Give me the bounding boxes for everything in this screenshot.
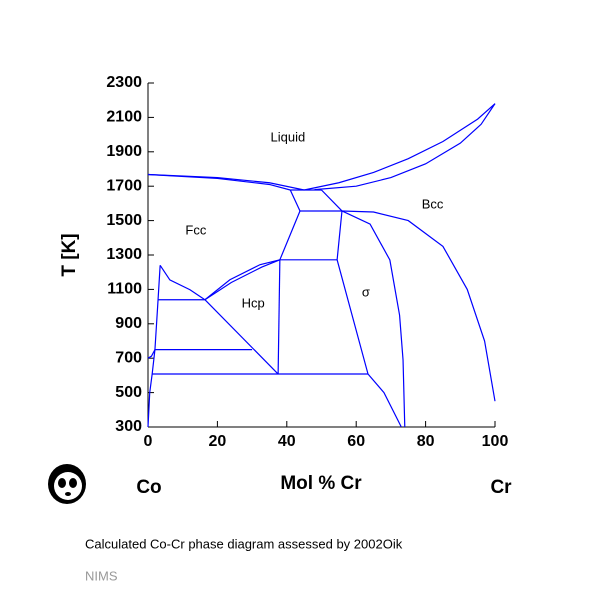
phase-boundary [204, 259, 281, 301]
y-tick-label: 1300 [106, 246, 142, 263]
source: NIMS [85, 568, 118, 583]
y-tick-label: 500 [115, 384, 142, 401]
phase-boundary [289, 189, 301, 212]
x-tick-label: 100 [482, 433, 509, 450]
phase-boundary [204, 299, 279, 375]
phase-boundary [367, 373, 402, 428]
caption: Calculated Co-Cr phase diagram assessed … [85, 536, 403, 551]
y-tick-label: 700 [115, 349, 142, 366]
x-tick-label: 60 [347, 433, 365, 450]
phase-boundary [147, 173, 291, 191]
phase-boundary [304, 103, 496, 191]
region-label: Hcp [242, 295, 265, 310]
y-tick-label: 300 [115, 418, 142, 435]
y-tick-label: 1900 [106, 143, 142, 160]
phase-boundary [279, 210, 301, 261]
x-tick-label: 80 [417, 433, 435, 450]
phase-boundary [321, 189, 343, 212]
x-tick-label: 0 [144, 433, 153, 450]
logo [48, 464, 86, 504]
element-label: Cr [490, 477, 512, 498]
region-label: Bcc [422, 197, 444, 212]
phase-boundary [147, 349, 156, 359]
region-label: Liquid [270, 129, 305, 144]
element-label: Co [136, 477, 161, 498]
y-tick-label: 1500 [106, 212, 142, 229]
phase-boundary [147, 265, 161, 428]
x-tick-label: 40 [278, 433, 296, 450]
phase-boundary [277, 259, 281, 375]
y-tick-label: 900 [115, 315, 142, 332]
phase-boundary [159, 264, 206, 301]
y-axis-label: T [K] [59, 233, 80, 276]
x-axis-label: Mol % Cr [280, 473, 362, 494]
region-label: Fcc [185, 222, 206, 237]
region-label: σ [362, 284, 370, 299]
x-tick-label: 20 [209, 433, 227, 450]
phase-boundary [314, 103, 496, 191]
y-tick-label: 1700 [106, 177, 142, 194]
phase-boundary [341, 210, 406, 428]
y-tick-label: 2300 [106, 74, 142, 91]
y-tick-label: 1100 [107, 281, 142, 298]
y-tick-label: 2100 [106, 109, 142, 126]
phase-boundary [341, 210, 496, 402]
phase-boundary [204, 259, 281, 301]
